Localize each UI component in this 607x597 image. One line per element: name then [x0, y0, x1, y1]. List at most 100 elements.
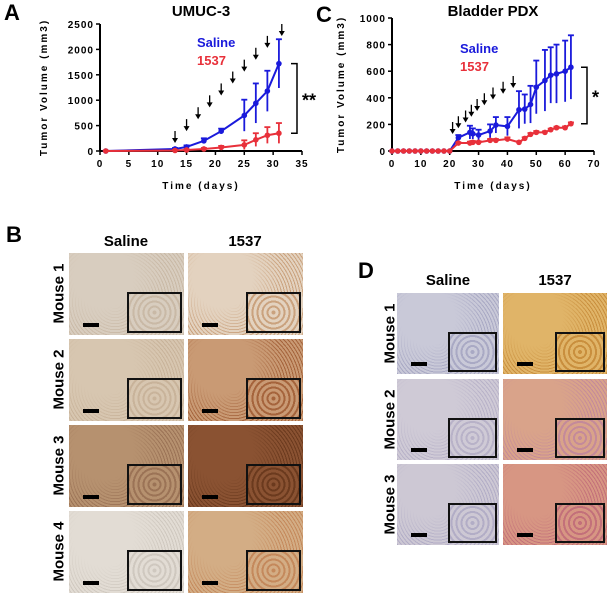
- x-axis-label: Time (days): [162, 181, 239, 192]
- data-point: [553, 71, 560, 77]
- ihc-micrograph: [397, 464, 499, 545]
- magnified-inset: [448, 331, 497, 372]
- data-point: [172, 147, 178, 154]
- magnified-inset: [555, 417, 605, 458]
- treatment-arrow-head: [218, 90, 225, 96]
- x-tick-label: 0: [97, 159, 104, 170]
- series-line-1537: [392, 122, 572, 152]
- y-tick-label: 200: [366, 120, 386, 131]
- treatment-arrow-head: [510, 83, 517, 88]
- data-point: [183, 147, 190, 153]
- data-point: [533, 129, 540, 136]
- treatment-arrow-head: [195, 114, 202, 120]
- magnified-inset: [245, 464, 301, 505]
- treatment-arrow-head: [264, 42, 271, 48]
- y-tick-label: 800: [366, 41, 386, 52]
- data-point: [516, 139, 522, 146]
- ihc-micrograph: [503, 379, 607, 460]
- scale-bar: [83, 323, 99, 327]
- data-point: [389, 148, 395, 154]
- panel-label-b: B: [6, 222, 22, 247]
- x-tick-label: 10: [414, 159, 427, 170]
- data-point: [475, 139, 482, 146]
- scale-bar: [411, 448, 427, 452]
- x-tick-label: 50: [530, 159, 543, 170]
- treatment-arrow-head: [468, 111, 475, 117]
- data-point: [253, 137, 259, 143]
- y-tick-label: 1000: [360, 14, 386, 25]
- magnified-inset: [126, 550, 182, 591]
- magnified-inset: [126, 464, 182, 505]
- ihc-micrograph: [188, 339, 303, 421]
- data-point: [568, 64, 574, 71]
- x-tick-label: 0: [389, 159, 396, 170]
- row-label: Mouse 2: [381, 389, 399, 450]
- y-axis-label: Tumor Volume (mm3): [39, 19, 50, 156]
- y-tick-label: 0: [379, 147, 386, 158]
- data-point: [441, 148, 447, 154]
- x-tick-label: 10: [151, 159, 164, 170]
- magnified-inset: [126, 292, 182, 333]
- panel-label-c: C: [316, 2, 332, 27]
- x-tick-label: 40: [501, 159, 514, 170]
- data-point: [241, 142, 248, 148]
- data-point: [553, 124, 560, 131]
- data-point: [264, 132, 271, 139]
- scale-bar: [517, 362, 533, 366]
- ihc-micrograph: [69, 511, 184, 593]
- treatment-arrow-head: [500, 88, 507, 94]
- ihc-micrograph: [503, 464, 607, 545]
- treatment-arrow-head: [172, 138, 179, 143]
- legend-saline: Saline: [460, 41, 498, 56]
- data-point: [475, 132, 482, 138]
- data-point: [446, 148, 453, 154]
- magnified-inset: [448, 502, 497, 543]
- data-point: [435, 148, 441, 154]
- y-tick-label: 500: [74, 122, 94, 133]
- data-point: [504, 136, 511, 142]
- data-point: [542, 77, 548, 84]
- scale-bar: [83, 581, 99, 585]
- row-label: Mouse 1: [50, 263, 68, 324]
- chart-umuc3: UMUC-3 0 5 10 15 20 25 30 35 0 500 1000 1500 2000 2500…: [39, 3, 316, 192]
- x-tick-label: 20: [209, 159, 222, 170]
- significance-marker: **: [302, 90, 316, 110]
- ihc-micrograph: [69, 425, 184, 507]
- ihc-micrograph: [188, 253, 303, 335]
- y-tick-label: 400: [366, 94, 386, 105]
- data-point: [527, 101, 534, 108]
- x-tick-label: 70: [587, 159, 600, 170]
- magnified-inset: [245, 378, 301, 419]
- data-point: [547, 126, 554, 133]
- scale-bar: [202, 409, 218, 413]
- treatment-arrow-head: [481, 100, 488, 106]
- data-point: [394, 148, 401, 154]
- ihc-micrograph: [188, 511, 303, 593]
- data-point: [542, 129, 548, 136]
- y-tick-label: 2000: [68, 45, 94, 56]
- row-label: Mouse 3: [50, 435, 68, 496]
- data-point: [527, 131, 534, 138]
- chart-title: UMUC-3: [172, 3, 230, 20]
- data-point: [521, 106, 528, 112]
- data-point: [400, 148, 407, 154]
- data-point: [406, 148, 413, 154]
- scale-bar: [202, 323, 218, 327]
- treatment-arrow-head: [241, 66, 248, 72]
- treatment-arrow-head: [206, 102, 213, 108]
- data-point: [241, 112, 248, 119]
- row-label: Mouse 4: [50, 521, 68, 582]
- x-tick-label: 30: [267, 159, 280, 170]
- column-label: Saline: [103, 233, 149, 250]
- scale-bar: [517, 448, 533, 452]
- ihc-micrograph: [397, 379, 499, 460]
- data-point: [568, 120, 574, 127]
- data-point: [218, 128, 224, 134]
- row-label: Mouse 3: [381, 474, 399, 535]
- scale-bar: [517, 533, 533, 537]
- data-point: [418, 148, 424, 154]
- series-line-saline: [105, 63, 280, 152]
- treatment-arrow-head: [490, 94, 496, 100]
- magnified-inset: [448, 417, 497, 458]
- x-tick-label: 35: [295, 159, 308, 170]
